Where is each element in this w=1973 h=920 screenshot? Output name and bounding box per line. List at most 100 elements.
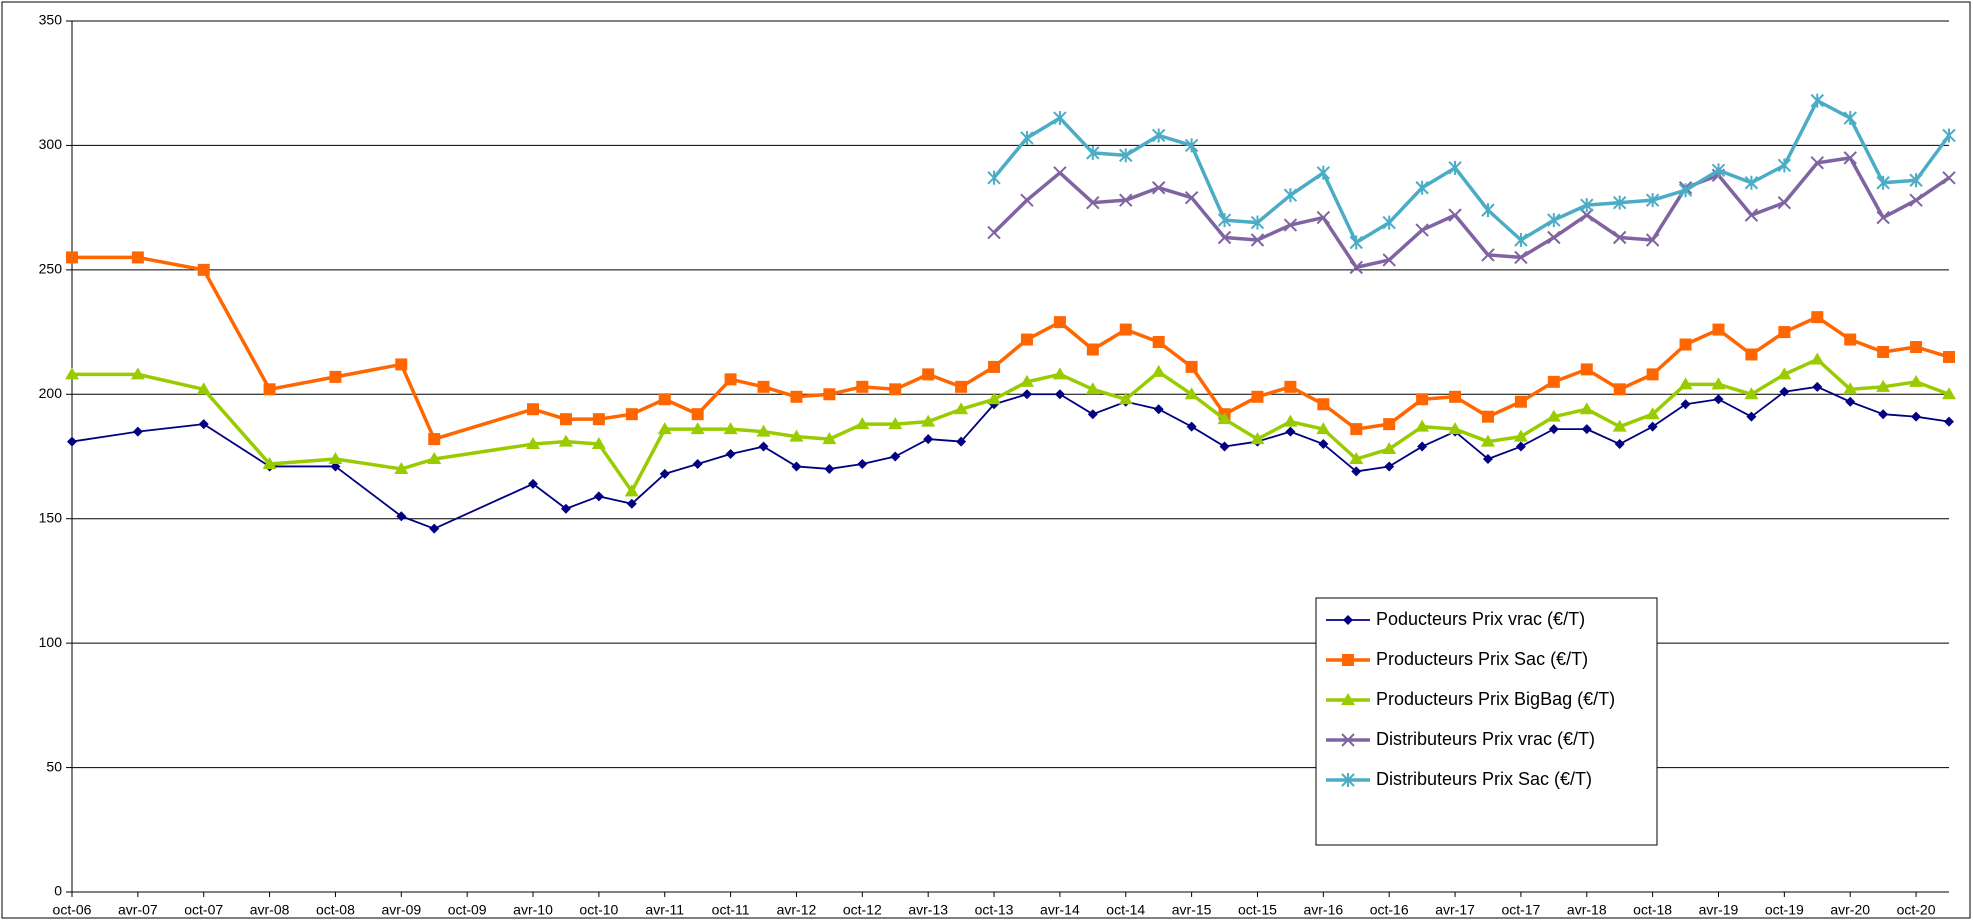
line-segment	[1520, 236, 1555, 259]
line-segment	[433, 442, 534, 461]
line-segment	[598, 495, 633, 505]
line-segment	[1717, 174, 1753, 217]
marker	[1942, 387, 1956, 400]
x-tick-label: oct-08	[316, 902, 355, 918]
marker	[132, 426, 143, 437]
marker	[591, 437, 606, 450]
marker	[1416, 393, 1429, 406]
marker	[1342, 654, 1354, 666]
line-segment	[1289, 171, 1325, 197]
marker	[789, 429, 804, 442]
marker	[1053, 111, 1067, 126]
line-segment	[1321, 172, 1358, 244]
line-segment	[1520, 218, 1555, 242]
marker	[723, 422, 738, 435]
marker	[724, 373, 737, 386]
line-segment	[1553, 203, 1588, 222]
line-segment	[1784, 385, 1818, 393]
marker	[1645, 193, 1660, 208]
marker	[1711, 377, 1726, 390]
marker	[1843, 111, 1857, 126]
marker	[131, 251, 144, 264]
marker	[1382, 442, 1397, 455]
line-segment	[202, 269, 272, 391]
marker	[1878, 409, 1889, 420]
marker	[558, 434, 573, 447]
marker	[956, 436, 967, 447]
x-tick-label: oct-18	[1633, 902, 1672, 918]
marker	[1217, 213, 1232, 228]
line-segment	[895, 419, 929, 426]
marker	[921, 414, 936, 427]
marker	[1448, 160, 1462, 175]
marker	[394, 461, 409, 474]
marker	[1152, 336, 1165, 349]
marker	[1547, 213, 1561, 228]
y-tick-label: 0	[54, 883, 62, 899]
line-segment	[334, 465, 402, 517]
line-segment	[1914, 134, 1951, 182]
marker	[757, 380, 770, 393]
marker	[1614, 439, 1625, 450]
legend-box	[1315, 597, 1658, 846]
line-segment	[532, 439, 567, 446]
marker	[1810, 93, 1824, 108]
y-tick-label: 300	[39, 136, 63, 152]
line-segment	[1356, 465, 1390, 473]
marker	[1746, 411, 1757, 422]
marker	[560, 503, 571, 514]
marker	[1052, 367, 1067, 380]
line-segment	[829, 463, 863, 470]
marker	[196, 382, 211, 395]
marker	[527, 403, 540, 416]
line-segment	[1026, 372, 1061, 384]
marker	[1711, 163, 1726, 178]
marker	[1810, 352, 1825, 365]
marker	[328, 451, 343, 464]
marker	[1219, 441, 1230, 452]
marker	[1250, 215, 1265, 230]
line-segment	[1158, 186, 1193, 200]
marker	[1580, 363, 1593, 376]
marker	[1285, 426, 1296, 437]
marker	[987, 392, 1002, 405]
x-tick-label: avr-17	[1435, 902, 1475, 918]
y-tick-label: 50	[46, 758, 62, 774]
line-segment	[1652, 403, 1687, 428]
line-segment	[1421, 424, 1456, 431]
marker	[1481, 410, 1494, 423]
marker	[559, 413, 572, 426]
marker	[1318, 439, 1329, 450]
marker	[1153, 404, 1164, 415]
marker	[1942, 128, 1956, 143]
line-segment	[137, 423, 204, 433]
line-segment	[1553, 407, 1588, 419]
line-segment	[335, 362, 402, 379]
line-segment	[928, 438, 962, 443]
line-segment	[1355, 447, 1390, 461]
line-segment	[1520, 428, 1555, 448]
legend-label: Producteurs Prix BigBag (€/T)	[1376, 689, 1615, 709]
line-segment	[597, 443, 634, 493]
x-tick-label: avr-07	[118, 902, 158, 918]
line-segment	[1355, 258, 1390, 270]
marker	[1481, 203, 1495, 218]
x-tick-label: avr-20	[1830, 902, 1870, 918]
marker	[427, 451, 442, 464]
marker	[659, 468, 670, 479]
marker	[1349, 235, 1363, 250]
line-segment	[137, 372, 205, 392]
marker	[823, 388, 836, 401]
line-segment	[137, 255, 205, 272]
line-segment	[1257, 430, 1291, 443]
line-segment	[1816, 386, 1851, 403]
marker	[1151, 181, 1166, 195]
marker	[1909, 173, 1923, 188]
marker	[395, 358, 408, 371]
marker	[1679, 338, 1692, 351]
line-segment	[1092, 198, 1126, 205]
marker	[1810, 156, 1824, 170]
marker	[1580, 198, 1594, 213]
